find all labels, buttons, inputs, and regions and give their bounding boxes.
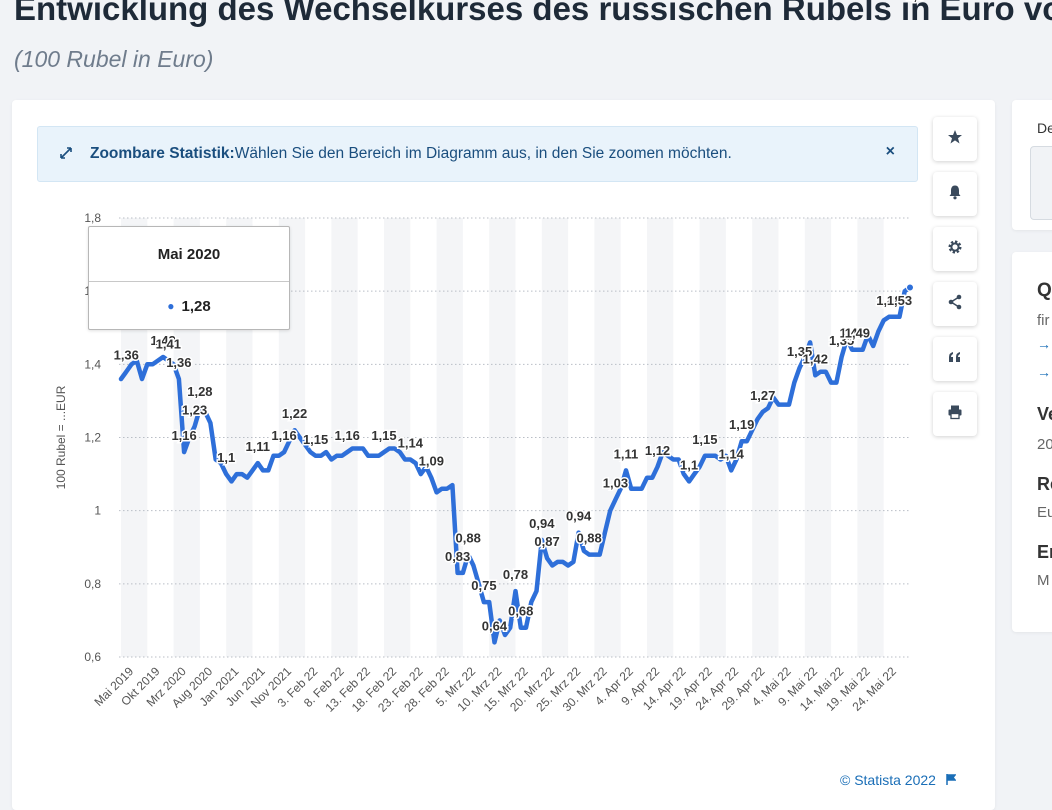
data-label: 1,16	[171, 428, 196, 443]
data-label: 0,94	[566, 509, 592, 524]
data-label: 1,36	[166, 355, 191, 370]
tooltip-title: Mai 2020	[89, 227, 289, 282]
side-card-top-label: De	[1037, 120, 1052, 136]
data-label: 1,42	[803, 351, 828, 366]
data-label: 1,27	[750, 388, 775, 403]
side-label-q: Q	[1037, 280, 1052, 302]
side-card-info: Q fir → → Ve 20 Re Eu Er M	[1012, 252, 1052, 632]
data-label: 1,6	[906, 0, 924, 3]
data-label: 1,11	[614, 446, 639, 461]
data-label: 1,23	[182, 403, 207, 418]
y-tick-label: 0,6	[84, 650, 101, 664]
flag-icon	[946, 772, 956, 788]
data-label: 1,49	[845, 326, 870, 341]
tooltip-body: ● 1,28	[89, 282, 289, 330]
data-label: 1,14	[398, 435, 424, 450]
data-label: 1,03	[603, 476, 628, 491]
side-card-top: De	[1012, 100, 1052, 230]
tooltip-value: 1,28	[182, 298, 211, 315]
data-label: 1,19	[729, 417, 754, 432]
data-label: 1,14	[719, 446, 745, 461]
statista-credits[interactable]: © Statista 2022	[840, 772, 956, 788]
side-label-ve: Ve	[1037, 404, 1052, 425]
y-axis-label: 100 Rubel = ...EUR	[54, 385, 68, 489]
data-label: 1,15	[371, 428, 396, 443]
data-label: 0,88	[456, 531, 481, 546]
data-label: 0,94	[529, 516, 555, 531]
side-card-top-button[interactable]	[1030, 146, 1052, 220]
data-label: 1,1	[680, 457, 698, 472]
side-label-eu: Eu	[1037, 504, 1052, 521]
data-label: 1,53	[887, 293, 912, 308]
data-label: 1,28	[187, 384, 212, 399]
data-label: 0,87	[534, 534, 559, 549]
data-label: 0,83	[445, 549, 470, 564]
y-tick-label: 1	[94, 504, 101, 518]
data-label: 1,09	[419, 454, 444, 469]
data-label: 0,75	[471, 578, 496, 593]
data-label: 0,78	[503, 567, 528, 582]
side-arrow-icon-2[interactable]: →	[1037, 364, 1051, 380]
side-label-er: Er	[1037, 542, 1052, 563]
side-label-m: M	[1037, 572, 1050, 589]
data-label: 1,41	[156, 337, 181, 352]
data-label: 1,16	[335, 428, 360, 443]
data-label: 1,15	[303, 432, 328, 447]
y-tick-label: 1,4	[84, 357, 101, 371]
data-label: 1,12	[645, 443, 670, 458]
data-label: 0,68	[508, 604, 533, 619]
data-label: 1,22	[282, 406, 307, 421]
side-label-re: Re	[1037, 474, 1052, 495]
data-label: 1,11	[245, 439, 270, 454]
side-arrow-icon-1[interactable]: →	[1037, 336, 1051, 352]
data-label: 1,16	[271, 428, 296, 443]
tooltip-dot-icon: ●	[167, 299, 174, 313]
plot-band	[437, 218, 463, 657]
data-label: 1,1	[217, 450, 235, 465]
data-label: 0,88	[576, 531, 601, 546]
y-tick-label: 1,2	[84, 431, 101, 445]
side-label-20: 20	[1037, 436, 1052, 453]
data-label: 1,15	[692, 432, 717, 447]
data-point	[907, 284, 914, 291]
data-label: 1,36	[114, 348, 139, 363]
tooltip: Mai 2020 ● 1,28	[88, 226, 290, 330]
y-tick-label: 1,8	[84, 211, 101, 225]
side-label-fir: fir	[1037, 312, 1050, 329]
y-tick-label: 0,8	[84, 577, 101, 591]
credits-text: © Statista 2022	[840, 772, 936, 788]
data-label: 0,64	[482, 618, 508, 633]
